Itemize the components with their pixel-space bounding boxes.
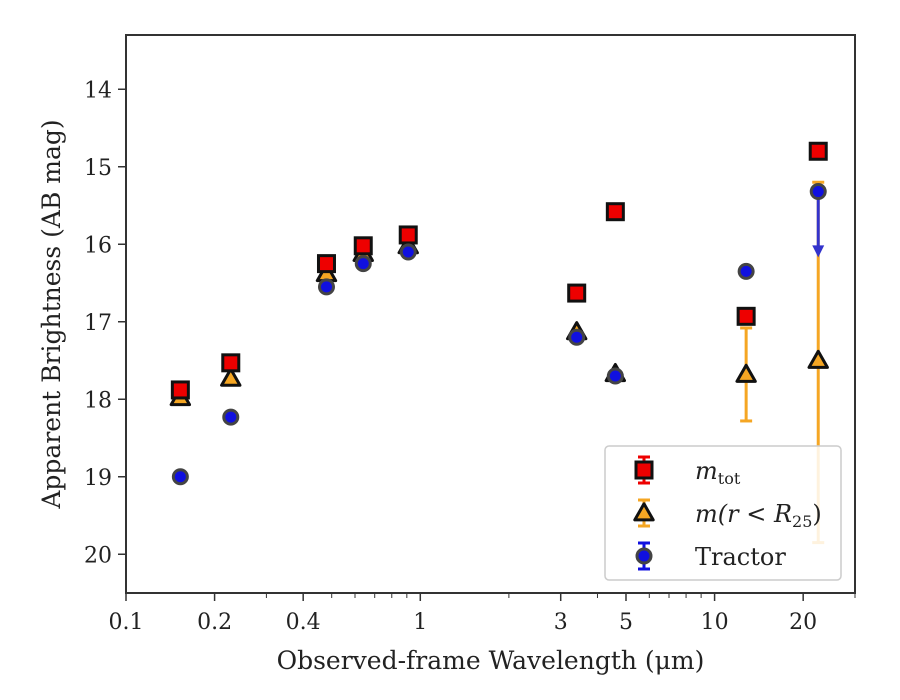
- tractor-point: [317, 278, 335, 296]
- y-tick-label: 16: [84, 233, 112, 258]
- upper-limit-arrowhead: [812, 245, 825, 258]
- x-tick-label: 1: [413, 610, 427, 635]
- y-tick-label: 15: [84, 156, 112, 181]
- y-tick-label: 19: [84, 466, 112, 491]
- m-tot-point: [316, 254, 336, 274]
- axes: 0.1 0.2 0.4 1 3 5 10 20 14 15 16 17 18 19 20: [84, 34, 856, 635]
- m-tot-point: [808, 141, 828, 161]
- m-tot-point: [736, 306, 756, 326]
- tractor-point: [171, 468, 189, 486]
- tractor-point: [737, 262, 755, 280]
- legend-marker: [634, 460, 654, 480]
- m-r25-point: [735, 363, 757, 383]
- tractor-point: [606, 367, 624, 385]
- legend-marker: [633, 502, 655, 522]
- x-tick-label: 0.1: [109, 610, 144, 635]
- y-tick-label: 20: [84, 543, 112, 568]
- m-tot-point: [567, 283, 587, 303]
- legend: mtot m(r < R25) Tractor: [604, 445, 842, 581]
- m-tot-point: [605, 202, 625, 222]
- x-tick-label: 0.2: [197, 610, 232, 635]
- x-tick-label: 5: [619, 610, 633, 635]
- m-tot-point: [170, 380, 190, 400]
- tractor-point: [568, 328, 586, 346]
- x-tick-label: 3: [554, 610, 568, 635]
- x-axis-label: Observed-frame Wavelength (μm): [277, 646, 705, 675]
- tractor-point: [222, 408, 240, 426]
- y-axis-label: Apparent Brightness (AB mag): [37, 119, 66, 509]
- x-tick-label: 20: [789, 610, 817, 635]
- y-tick-label: 18: [84, 388, 112, 413]
- legend-label: Tractor: [695, 543, 786, 571]
- m-r25-point: [807, 349, 829, 369]
- legend-box: [604, 445, 842, 581]
- x-tick-label: 10: [701, 610, 729, 635]
- legend-marker: [635, 547, 653, 565]
- m-tot-point: [398, 225, 418, 245]
- axes-frame: [125, 34, 856, 594]
- tractor-point: [354, 255, 372, 273]
- tractor-point: [809, 183, 827, 201]
- legend-label: m(r < R25): [695, 500, 822, 531]
- m-tot-point: [353, 236, 373, 256]
- plot-area: [169, 141, 829, 545]
- tractor-point: [399, 243, 417, 261]
- x-tick-label: 0.4: [286, 610, 321, 635]
- y-tick-label: 17: [84, 311, 112, 336]
- m-tot-point: [221, 353, 241, 373]
- legend-label: mtot: [695, 457, 741, 488]
- m-r25-point: [220, 367, 242, 387]
- y-tick-label: 14: [84, 78, 112, 103]
